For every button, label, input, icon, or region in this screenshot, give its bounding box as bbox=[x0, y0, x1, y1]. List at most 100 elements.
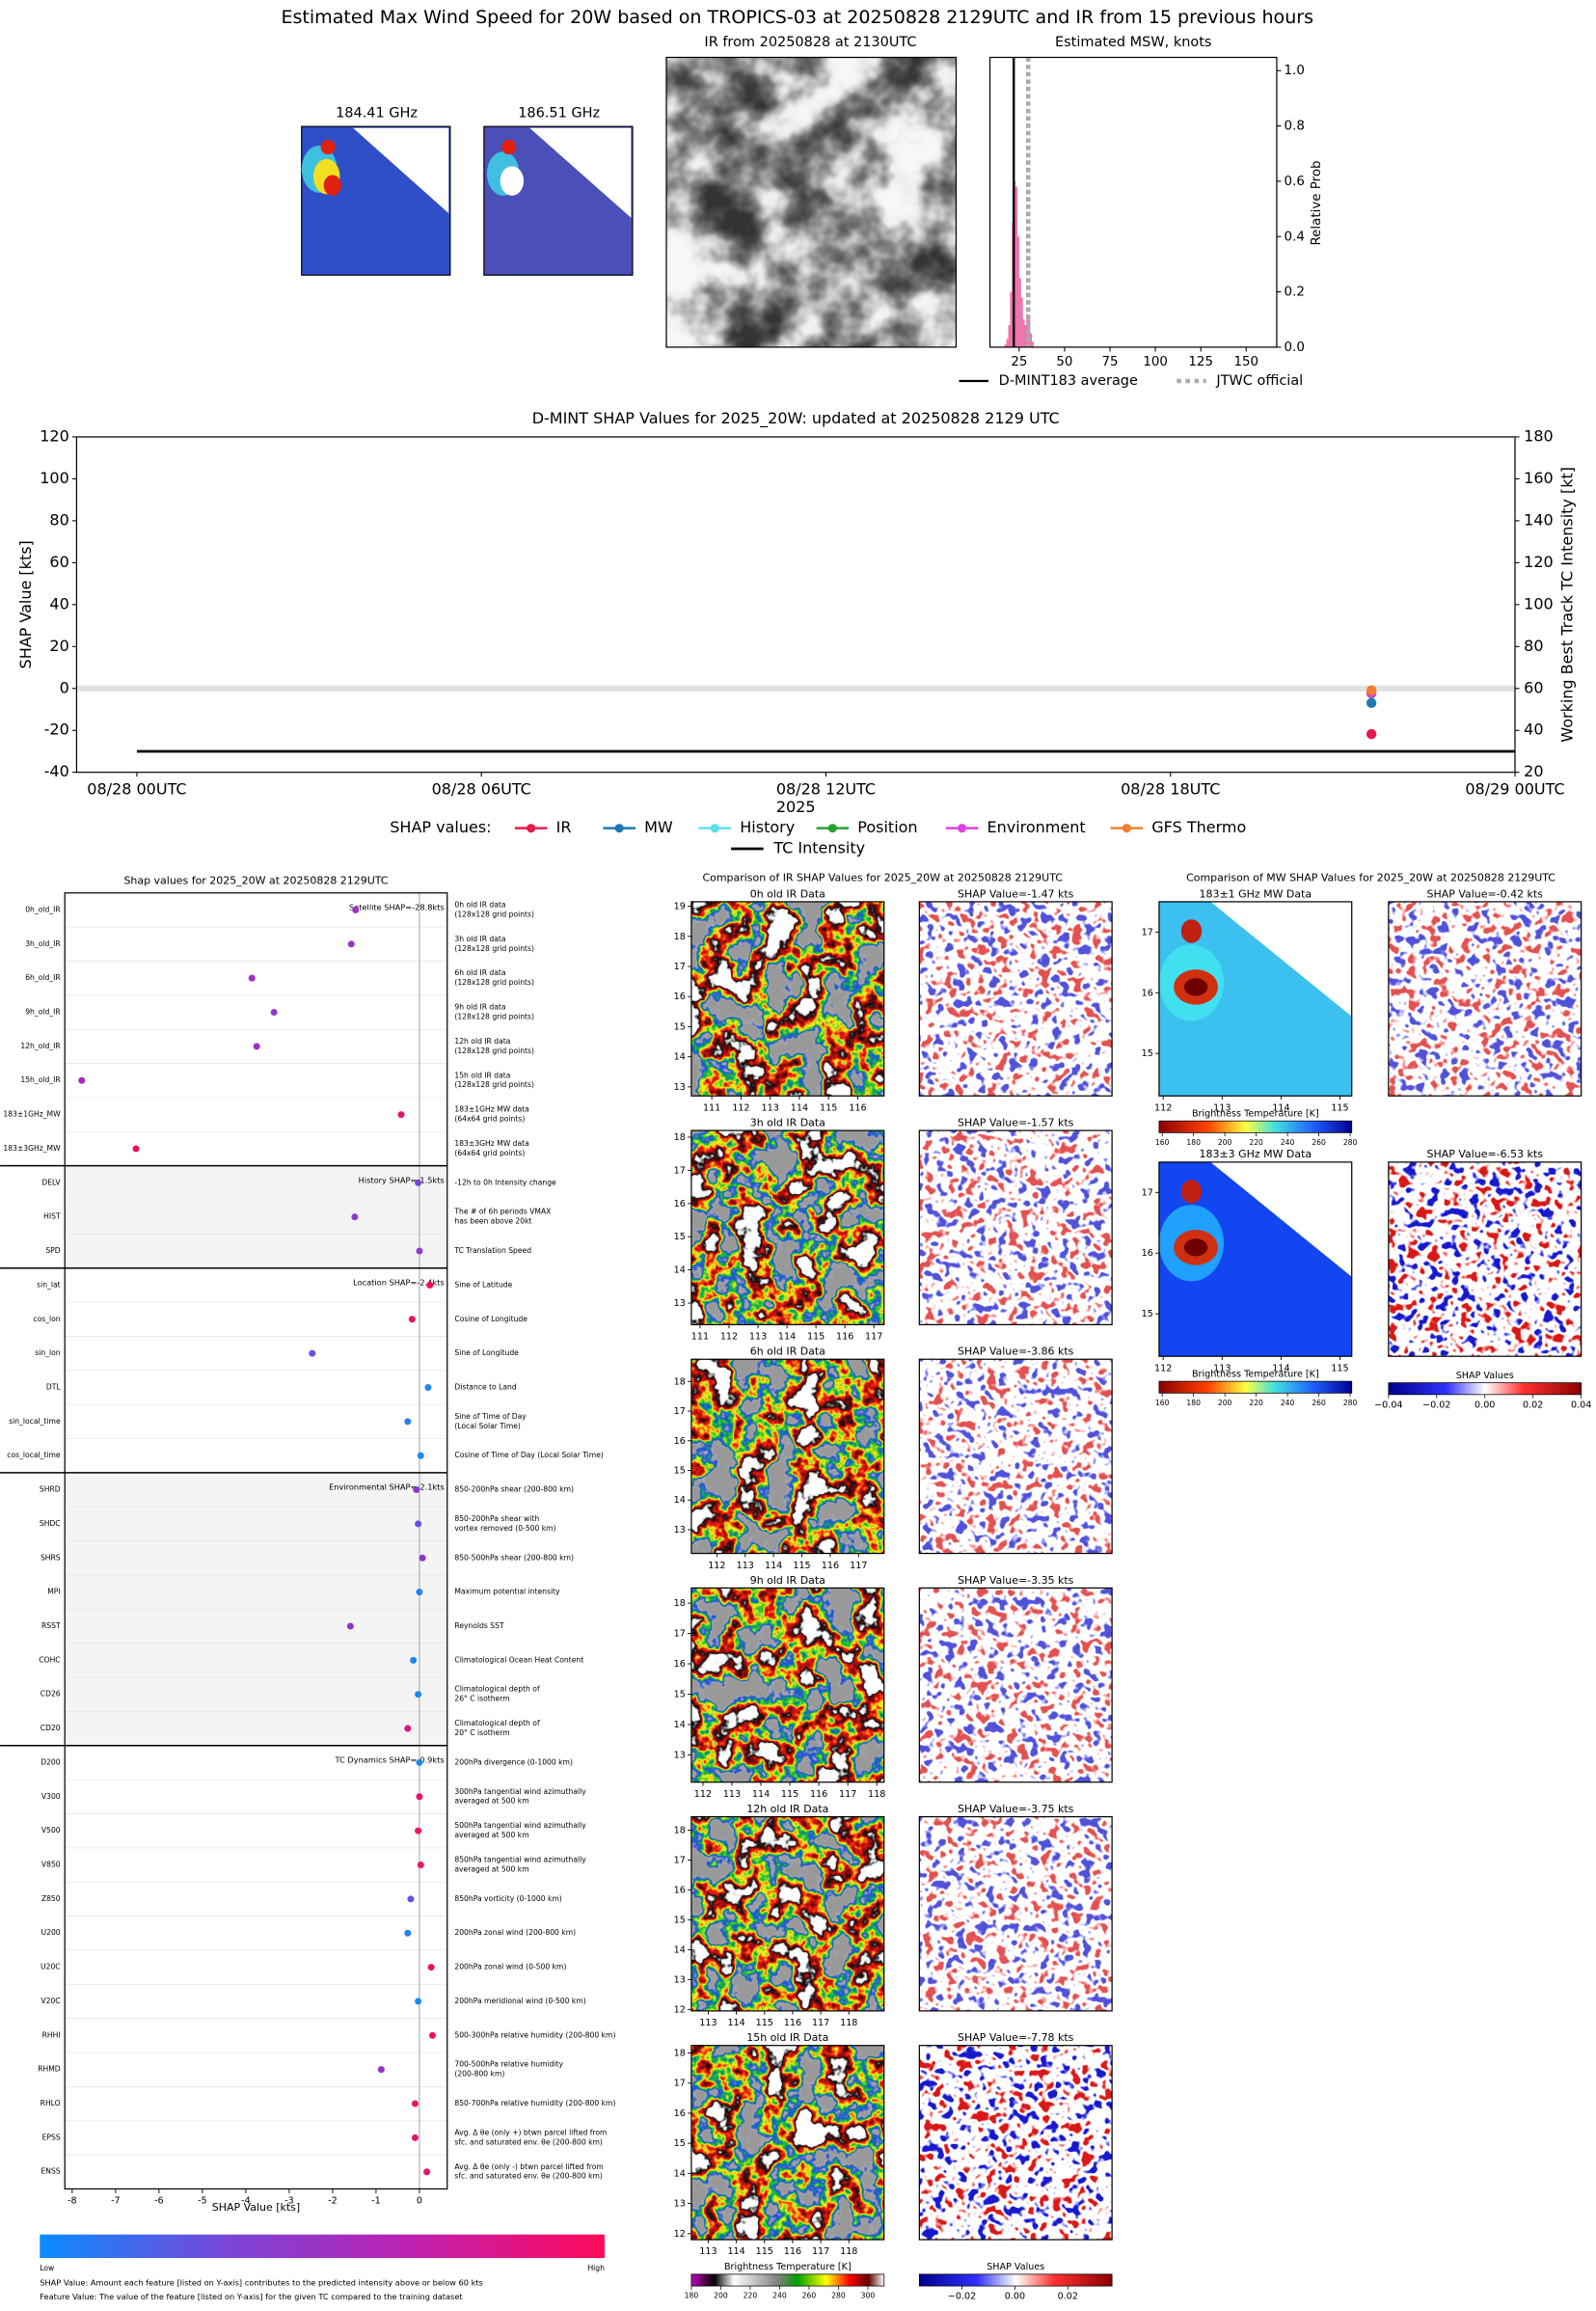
feature-description: 183±3GHz MW data bbox=[454, 1139, 528, 1148]
plot-frame bbox=[918, 901, 1113, 1097]
colorbar-tick-label: 160 bbox=[1155, 1399, 1170, 1407]
y-tick-label: 17 bbox=[674, 1855, 686, 1865]
section-title: Comparison of MW SHAP Values for 2025_20… bbox=[1186, 872, 1555, 884]
x-tick-label: 112 bbox=[1154, 1363, 1172, 1373]
image-title: 186.51 GHz bbox=[518, 105, 600, 121]
feature-description: (64x64 grid points) bbox=[454, 1115, 525, 1124]
ir-image bbox=[690, 1359, 884, 1554]
y-tick-label: 0.6 bbox=[1285, 175, 1305, 189]
x-tick-label: 114 bbox=[778, 1332, 796, 1343]
feature-description: 200hPa zonal wind (0-500 km) bbox=[454, 1963, 566, 1971]
y2-axis-label: Working Best Track TC Intensity [kt] bbox=[1557, 467, 1576, 743]
ir-image bbox=[690, 1130, 884, 1325]
x-tick-label: 111 bbox=[703, 1102, 720, 1113]
x-tick-label: 117 bbox=[812, 2018, 829, 2028]
feature-name: HIST bbox=[43, 1212, 61, 1221]
y-tick-label: 15 bbox=[674, 1232, 686, 1242]
feature-name: RHHI bbox=[42, 2030, 61, 2039]
x-tick-label: 08/28 12UTC bbox=[776, 780, 876, 799]
feature-name: COHC bbox=[39, 1655, 60, 1664]
plot-frame bbox=[75, 436, 1516, 774]
histogram-bar bbox=[1030, 333, 1033, 347]
legend-marker bbox=[614, 824, 624, 833]
feature-point bbox=[411, 2100, 419, 2107]
colorbar bbox=[1158, 1120, 1353, 1133]
feature-name: V850 bbox=[41, 1861, 61, 1869]
group-label: History SHAP=-1.5kts bbox=[359, 1175, 445, 1184]
legend-label: IR bbox=[556, 818, 572, 836]
x-tick-label: 08/28 18UTC bbox=[1121, 780, 1220, 799]
y-tick-label: 1.0 bbox=[1285, 64, 1305, 78]
panel-title: SHAP Value=-0.42 kts bbox=[1427, 887, 1544, 900]
legend-label: D-MINT183 average bbox=[999, 373, 1138, 389]
y-tick-label: 13 bbox=[674, 1298, 686, 1309]
colorbar-tick-label: 0.02 bbox=[1523, 1400, 1543, 1411]
y-tick-label: 100 bbox=[40, 469, 69, 487]
feature-description: (128x128 grid points) bbox=[454, 1047, 534, 1055]
x-tick-label: 25 bbox=[1011, 355, 1027, 369]
x-tick-label: 112 bbox=[732, 1102, 749, 1113]
feature-name: RHMD bbox=[38, 2065, 61, 2074]
plot-frame bbox=[918, 1587, 1113, 1783]
x-tick-label: 116 bbox=[822, 1561, 839, 1571]
feature-description: Maximum potential intensity bbox=[454, 1588, 560, 1596]
histogram-bar bbox=[1022, 319, 1025, 347]
y-tick-label: 17 bbox=[674, 1629, 686, 1640]
colorbar-tick-label: 240 bbox=[772, 2292, 787, 2300]
y2-tick-label: 120 bbox=[1524, 553, 1554, 571]
feature-point bbox=[351, 1213, 359, 1221]
feature-name: sin_local_time bbox=[9, 1417, 61, 1426]
y-tick-label: 80 bbox=[49, 510, 68, 529]
colorbar-label: Brightness Temperature [K] bbox=[724, 2262, 852, 2272]
y-tick-label: 18 bbox=[674, 2049, 686, 2059]
feature-name: V20C bbox=[41, 1997, 60, 2005]
feature-description: vortex removed (0-500 km) bbox=[454, 1524, 555, 1533]
legend-label: MW bbox=[644, 818, 673, 836]
feature-name: ENSS bbox=[41, 2167, 60, 2176]
feature-point bbox=[428, 2031, 436, 2039]
x-axis-label: SHAP Value [kts] bbox=[212, 2201, 300, 2214]
feature-description: 850-700hPa relative humidity (200-800 km… bbox=[454, 2099, 615, 2107]
y-tick-label: 13 bbox=[674, 1082, 686, 1093]
plot-frame bbox=[918, 1358, 1113, 1555]
feature-name: 9h_old_IR bbox=[25, 1008, 61, 1017]
chart-title: Estimated MSW, knots bbox=[1055, 35, 1211, 50]
x-tick-label: 113 bbox=[699, 2018, 717, 2028]
colorbar-tick-label: 200 bbox=[1218, 1399, 1232, 1407]
feature-description: 850hPa tangential wind azimuthally bbox=[454, 1856, 586, 1864]
plot-frame bbox=[918, 2045, 1113, 2241]
feature-name: 15h_old_IR bbox=[20, 1075, 61, 1084]
x-tick-label: 117 bbox=[850, 1561, 867, 1571]
x-tick-label: -6 bbox=[154, 2196, 164, 2207]
y-tick-label: 16 bbox=[674, 992, 686, 1002]
x-tick-label: 115 bbox=[807, 1332, 825, 1343]
feature-point bbox=[397, 1111, 405, 1119]
feature-description: sfc. and saturated env. θe (200-800 km) bbox=[454, 2172, 603, 2181]
feature-description: Climatological depth of bbox=[454, 1685, 540, 1694]
feature-name: DELV bbox=[41, 1178, 61, 1186]
histogram-bar bbox=[1004, 344, 1007, 347]
histogram-bar bbox=[1018, 278, 1021, 347]
plot-frame bbox=[690, 901, 885, 1097]
feature-description: averaged at 500 km bbox=[454, 1797, 528, 1806]
y-tick-label: 16 bbox=[1142, 1248, 1153, 1259]
x-tick-label: 113 bbox=[762, 1102, 779, 1113]
x-tick-label: 116 bbox=[836, 1332, 853, 1343]
x-tick-label: 125 bbox=[1188, 355, 1213, 369]
y-tick-label: 15 bbox=[1142, 1048, 1153, 1059]
x-tick-label: 112 bbox=[708, 1561, 725, 1571]
feature-name: DTL bbox=[46, 1382, 62, 1391]
feature-name: D200 bbox=[41, 1757, 61, 1766]
plot-frame bbox=[1158, 1161, 1353, 1357]
legend-marker bbox=[1122, 824, 1131, 833]
colorbar-tick-label: 260 bbox=[802, 2292, 817, 2300]
plot-frame bbox=[1158, 901, 1353, 1097]
x-tick-label: 114 bbox=[1272, 1102, 1289, 1113]
panel-title: 0h old IR Data bbox=[750, 887, 825, 900]
panel-title: 183±3 GHz MW Data bbox=[1200, 1148, 1312, 1160]
chart-title: D-MINT SHAP Values for 2025_20W: updated… bbox=[532, 409, 1060, 428]
feature-description: 26° C isotherm bbox=[454, 1695, 509, 1703]
x-tick-label: 116 bbox=[784, 2018, 801, 2028]
y-tick-label: 16 bbox=[674, 1885, 686, 1895]
colorbar-tick-label: 240 bbox=[1281, 1399, 1295, 1407]
